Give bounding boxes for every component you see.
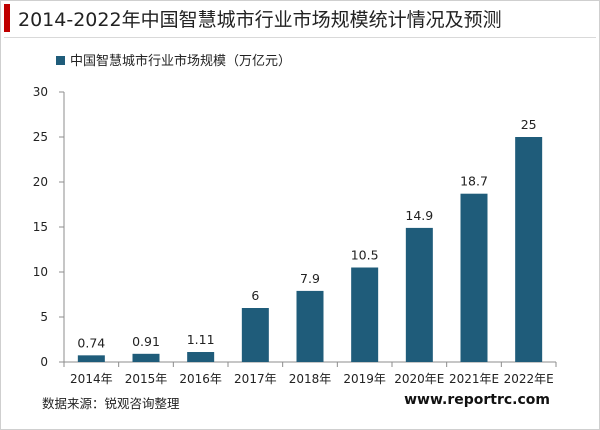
bar-value-label: 18.7 (460, 174, 488, 189)
x-tick-label: 2021年E (449, 372, 499, 386)
y-tick-label: 25 (33, 130, 48, 144)
y-tick-label: 10 (33, 265, 48, 279)
legend-swatch (56, 56, 65, 65)
x-tick-label: 2018年 (289, 372, 332, 386)
chart-legend: 中国智慧城市行业市场规模（万亿元） (56, 53, 291, 69)
title-accent-bar (4, 4, 10, 32)
y-tick-label: 30 (33, 85, 48, 99)
y-tick-label: 20 (33, 175, 48, 189)
y-tick-label: 5 (40, 310, 48, 324)
bar-value-label: 7.9 (300, 271, 320, 286)
x-tick-label: 2016年 (179, 372, 222, 386)
y-tick-label: 15 (33, 220, 48, 234)
page-title: 2014-2022年中国智慧城市行业市场规模统计情况及预测 (18, 8, 502, 31)
bar (515, 137, 543, 362)
x-tick-label: 2019年 (343, 372, 386, 386)
title-bar: 2014-2022年中国智慧城市行业市场规模统计情况及预测 (4, 4, 502, 32)
y-tick-label: 0 (40, 355, 48, 369)
x-tick-label: 2015年 (125, 372, 168, 386)
bar-value-label: 25 (521, 117, 537, 132)
bar (405, 227, 433, 362)
bar (132, 353, 160, 362)
x-tick-label: 2020年E (394, 372, 444, 386)
bar (351, 267, 379, 362)
chart-bars (77, 137, 543, 362)
bar-value-label: 1.11 (187, 332, 215, 347)
bar-value-label: 6 (251, 288, 259, 303)
bar (296, 290, 324, 362)
x-tick-label: 2014年 (70, 372, 113, 386)
bar-value-label: 0.74 (77, 335, 105, 350)
bar (77, 355, 105, 362)
data-source-note: 数据来源：锐观咨询整理 (42, 396, 180, 411)
bar-value-label: 14.9 (405, 208, 433, 223)
x-tick-label: 2022年E (504, 372, 554, 386)
title-divider (4, 37, 596, 38)
x-tick-label: 2017年 (234, 372, 277, 386)
bar (187, 352, 215, 362)
chart-labels: 0.74 2014年 0.91 2015年 1.11 2016年 6 2017年 7.9 2018… (70, 117, 554, 386)
bar (460, 193, 488, 362)
legend-label: 中国智慧城市行业市场规模（万亿元） (70, 53, 291, 69)
bar-value-label: 10.5 (351, 248, 379, 263)
bar (241, 308, 269, 362)
bar-value-label: 0.91 (132, 334, 160, 349)
website-link[interactable]: www.reportrc.com (404, 392, 550, 408)
